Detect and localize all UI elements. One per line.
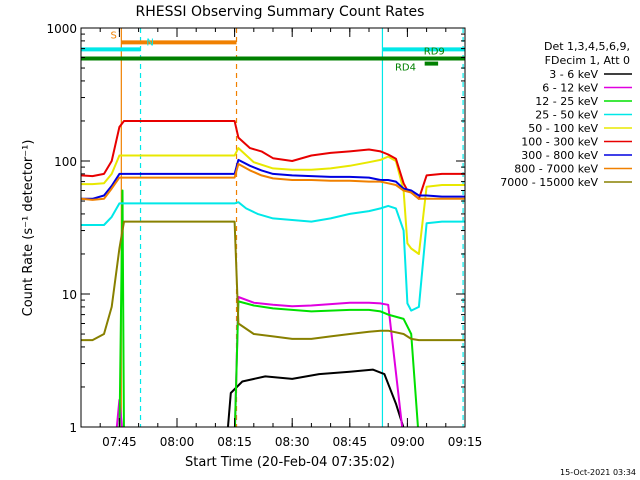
legend-header-line-2: FDecim 1, Att 0 [545,54,630,67]
series-line-3-6-kev [226,368,405,427]
series-line-12-25-kev [118,189,419,427]
x-axis-label: Start Time (20-Feb-04 07:35:02) [185,455,395,470]
series-line-300-800-kev [81,158,465,200]
state-flag-bars: S N RD9 RD4 [81,30,465,74]
legend-label-25-50-kev: 25 - 50 keV [535,109,598,122]
y-tick-label-1: 1 [69,421,77,435]
legend-label-50-100-kev: 50 - 100 keV [528,122,598,135]
series-line-7000-15000-kev [81,220,465,342]
legend-label-12-25-kev: 12 - 25 keV [535,95,598,108]
x-tick-label-08-00: 08:00 [160,435,195,449]
timestamp: 15-Oct-2021 03:34 [560,468,636,477]
flag-label-n: N [146,37,153,48]
chart-title: RHESSI Observing Summary Count Rates [136,4,425,20]
x-tick-label-09-15: 09:15 [448,435,483,449]
series-plot-area [81,120,465,427]
legend-label-3-6-kev: 3 - 6 keV [549,68,598,81]
series-line-25-50-kev [81,201,465,312]
flag-label-rd4: RD4 [395,63,416,74]
legend-label-300-800-kev: 300 - 800 keV [521,149,598,162]
legend-label-6-12-kev: 6 - 12 keV [542,82,598,95]
y-axis-label: Count Rate (s⁻¹ detector⁻¹) [21,140,36,317]
x-tick-label-08-15: 08:15 [217,435,252,449]
series-line-50-100-kev [81,147,465,255]
y-tick-label-1000: 1000 [46,22,77,36]
flag-label-s: S [110,30,116,41]
legend-label-100-300-kev: 100 - 300 keV [521,136,598,149]
x-tick-label-09-00: 09:00 [390,435,425,449]
x-tick-label-07-45: 07:45 [102,435,137,449]
legend-header-line-1: Det 1,3,4,5,6,9, [544,40,630,53]
y-tick-label-10: 10 [62,288,77,302]
series-line-800-7000-kev [81,163,465,201]
x-tick-label-08-45: 08:45 [333,435,368,449]
y-tick-label-100: 100 [54,155,77,169]
y-axis-ticks: 1 10 100 1000 [46,22,465,435]
flag-label-rd9: RD9 [424,46,445,57]
legend-label-7000-15000-kev: 7000 - 15000 keV [500,176,598,189]
legend-label-800-7000-kev: 800 - 7000 keV [514,163,598,176]
x-axis-ticks: 07:45 08:00 08:15 08:30 08:45 09:00 09:15 [80,28,483,449]
x-tick-label-08-30: 08:30 [275,435,310,449]
